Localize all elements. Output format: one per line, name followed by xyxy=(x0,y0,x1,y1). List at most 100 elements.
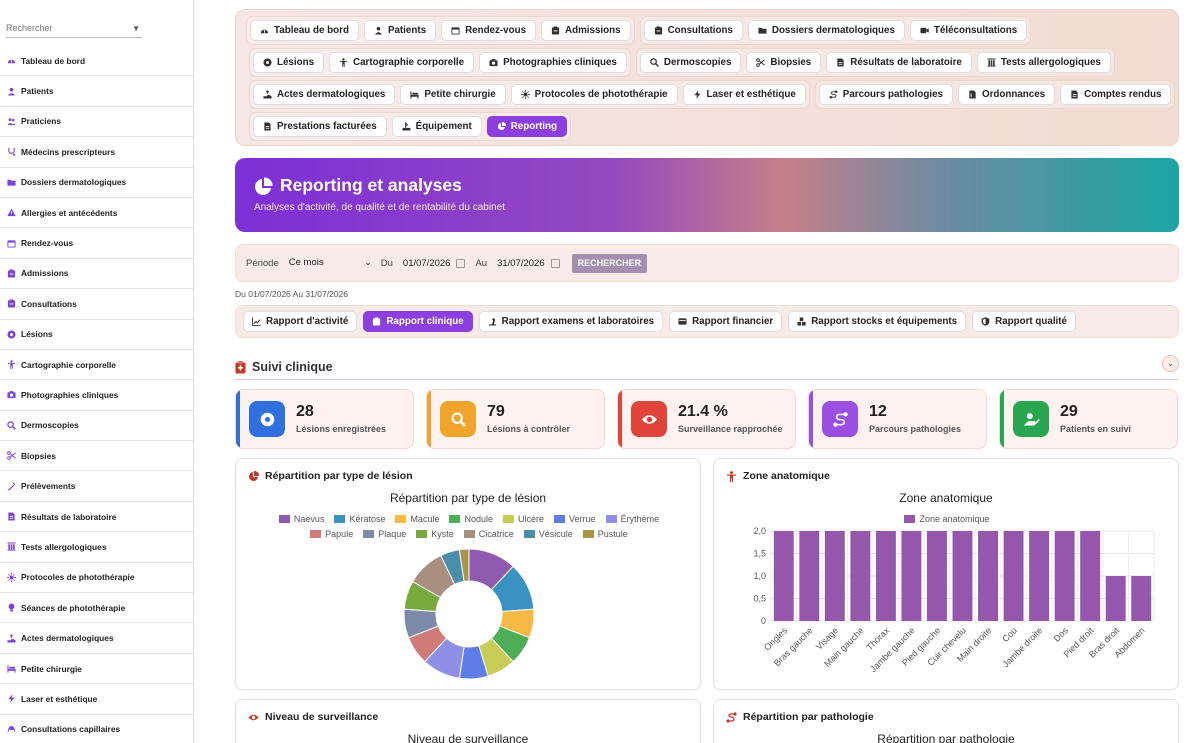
from-date-input[interactable]: 01/07/2026 xyxy=(403,254,466,273)
sidebar-item-admissions[interactable]: Admissions xyxy=(0,259,193,290)
nav-button-patients[interactable]: Patients xyxy=(363,20,437,41)
bar-visage[interactable] xyxy=(824,531,845,621)
legend-item[interactable]: Nodule xyxy=(449,514,493,524)
legend-item[interactable]: Ulcère xyxy=(503,514,544,524)
sidebar-item-allergies-et-antecedents[interactable]: Allergies et antécédents xyxy=(0,198,193,229)
donut-slice-pustule[interactable] xyxy=(458,548,470,582)
period-select[interactable]: Ce mois ⌄ xyxy=(289,254,374,273)
legend-item[interactable]: Papule xyxy=(310,529,353,539)
nav-button-tableau-de-bord[interactable]: Tableau de bord xyxy=(250,20,359,41)
nav-button-equipement[interactable]: Équipement xyxy=(391,116,482,137)
legend-label: Cicatrice xyxy=(478,529,514,539)
nav-button-dermoscopies[interactable]: Dermoscopies xyxy=(639,52,742,73)
bar-main-droite[interactable] xyxy=(978,531,998,621)
report-tab-rapport-examens-et-laboratoires[interactable]: Rapport examens et laboratoires xyxy=(478,311,664,332)
bar-pied-gauche[interactable] xyxy=(927,531,947,621)
sidebar-item-cartographie-corporelle[interactable]: Cartographie corporelle xyxy=(0,350,193,381)
sidebar-item-medecins-prescripteurs[interactable]: Médecins prescripteurs xyxy=(0,137,193,168)
sidebar-item-biopsies[interactable]: Biopsies xyxy=(0,441,193,472)
nav-button-consultations[interactable]: Consultations xyxy=(643,20,743,41)
bar-thorax[interactable] xyxy=(875,531,896,621)
nav-button-protocoles-de-phototherapie[interactable]: Protocoles de photothérapie xyxy=(510,84,678,105)
kpi-value: 12 xyxy=(869,403,887,420)
legend-item[interactable]: Pustule xyxy=(582,529,628,539)
report-tab-rapport-clinique[interactable]: Rapport clinique xyxy=(363,311,473,332)
nav-button-dossiers-dermatologiques[interactable]: Dossiers dermatologiques xyxy=(747,20,905,41)
search-button[interactable]: RECHERCHER xyxy=(571,253,648,273)
bar-abdomen[interactable] xyxy=(1131,576,1152,621)
route-icon xyxy=(822,401,858,437)
kpi-label: Patients en suivi xyxy=(1060,424,1132,434)
sidebar-item-prelevements[interactable]: Prélèvements xyxy=(0,471,193,502)
bar-bras-gauche[interactable] xyxy=(799,531,820,621)
sidebar-item-consultations-capillaires[interactable]: Consultations capillaires xyxy=(0,715,193,743)
bar-pied-droit[interactable] xyxy=(1080,531,1101,621)
nav-button-resultats-de-laboratoire[interactable]: Résultats de laboratoire xyxy=(826,52,972,73)
nav-button-ordonnances[interactable]: Ordonnances xyxy=(957,84,1056,105)
calendar-icon[interactable] xyxy=(456,258,466,268)
nav-button-photographies-cliniques[interactable]: Photographies cliniques xyxy=(479,52,627,73)
report-tab-rapport-d-activite[interactable]: Rapport d'activité xyxy=(243,311,358,332)
bar-dos[interactable] xyxy=(1054,531,1075,621)
sidebar-item-lesions[interactable]: Lésions xyxy=(0,320,193,350)
nav-button-prestations-facturees[interactable]: Prestations facturées xyxy=(253,116,387,137)
bar-ongles[interactable] xyxy=(773,531,794,621)
sidebar-item-rendez-vous[interactable]: Rendez-vous xyxy=(0,228,193,259)
report-tab-rapport-financier[interactable]: Rapport financier xyxy=(669,311,783,332)
calendar-icon[interactable] xyxy=(550,258,560,268)
legend-item[interactable]: Vésicule xyxy=(523,529,573,539)
nav-button-lesions[interactable]: Lésions xyxy=(253,52,325,73)
bar-jambe-droite[interactable] xyxy=(1029,531,1050,621)
bar-jambe-gauche[interactable] xyxy=(901,531,922,621)
legend-item[interactable]: Kératose xyxy=(334,514,385,524)
nav-button-parcours-pathologies[interactable]: Parcours pathologies xyxy=(818,84,953,105)
sidebar-item-tableau-de-bord[interactable]: Tableau de bord xyxy=(0,46,193,77)
sidebar-item-dermoscopies[interactable]: Dermoscopies xyxy=(0,411,193,442)
nav-button-tests-allergologiques[interactable]: Tests allergologiques xyxy=(976,52,1111,73)
y-tick-label: 1,5 xyxy=(753,549,766,559)
nav-button-biopsies[interactable]: Biopsies xyxy=(746,52,822,73)
to-date-input[interactable]: 31/07/2026 xyxy=(497,254,560,273)
bar-cuir-chevelu[interactable] xyxy=(952,531,973,621)
sidebar-item-petite-chirurgie[interactable]: Petite chirurgie xyxy=(0,654,193,685)
nav-button-admissions[interactable]: Admissions xyxy=(541,20,631,41)
sidebar-item-consultations[interactable]: Consultations xyxy=(0,289,193,320)
sidebar-item-laser-et-esthetique[interactable]: Laser et esthétique xyxy=(0,684,193,715)
nav-button-teleconsultations[interactable]: Téléconsultations xyxy=(909,20,1028,41)
nav-button-rendez-vous[interactable]: Rendez-vous xyxy=(441,20,537,41)
sidebar-item-patients[interactable]: Patients xyxy=(0,76,193,107)
sidebar-search-select[interactable]: Rechercher ▼ xyxy=(6,19,142,38)
pie-chart-icon xyxy=(253,177,273,197)
nav-button-comptes-rendus[interactable]: Comptes rendus xyxy=(1060,84,1172,105)
nav-button-laser-et-esthetique[interactable]: Laser et esthétique xyxy=(682,84,806,105)
pathologie-card: Répartition par pathologie Répartition p… xyxy=(713,699,1179,743)
sidebar-item-resultats-de-laboratoire[interactable]: Résultats de laboratoire xyxy=(0,502,193,533)
bar-bras-droit[interactable] xyxy=(1105,576,1126,621)
legend-item[interactable]: Cicatrice xyxy=(463,529,514,539)
test-icon xyxy=(6,542,16,552)
legend-item[interactable]: Plaque xyxy=(363,529,406,539)
collapse-button[interactable]: ⌄ xyxy=(1162,355,1179,372)
sidebar-item-seances-de-phototherapie[interactable]: Séances de photothérapie xyxy=(0,593,193,624)
nav-button-cartographie-corporelle[interactable]: Cartographie corporelle xyxy=(329,52,475,73)
sidebar-item-tests-allergologiques[interactable]: Tests allergologiques xyxy=(0,532,193,563)
legend-item[interactable]: Kyste xyxy=(416,529,454,539)
legend-item[interactable]: Naevus xyxy=(278,514,324,524)
sidebar-item-praticiens[interactable]: Praticiens xyxy=(0,107,193,138)
dashboard-icon xyxy=(6,56,16,66)
nav-button-reporting[interactable]: Reporting xyxy=(486,116,567,137)
legend-item[interactable]: Érythème xyxy=(605,514,659,524)
bar-cou[interactable] xyxy=(1003,531,1024,621)
sidebar-item-protocoles-de-phototherapie[interactable]: Protocoles de photothérapie xyxy=(0,563,193,594)
nav-button-petite-chirurgie[interactable]: Petite chirurgie xyxy=(400,84,506,105)
legend-item[interactable]: Verrue xyxy=(554,514,596,524)
sidebar-item-actes-dermatologiques[interactable]: Actes dermatologiques xyxy=(0,623,193,654)
sidebar-item-dossiers-dermatologiques[interactable]: Dossiers dermatologiques xyxy=(0,168,193,198)
bar-main-gauche[interactable] xyxy=(850,531,871,621)
report-tab-rapport-qualite[interactable]: Rapport qualité xyxy=(972,311,1076,332)
report-tab-rapport-stocks-et-equipements[interactable]: Rapport stocks et équipements xyxy=(788,311,967,332)
nav-button-actes-dermatologiques[interactable]: Actes dermatologiques xyxy=(253,84,396,105)
sidebar-item-photographies-cliniques[interactable]: Photographies cliniques xyxy=(0,380,193,411)
legend-item[interactable]: Macule xyxy=(395,514,439,524)
